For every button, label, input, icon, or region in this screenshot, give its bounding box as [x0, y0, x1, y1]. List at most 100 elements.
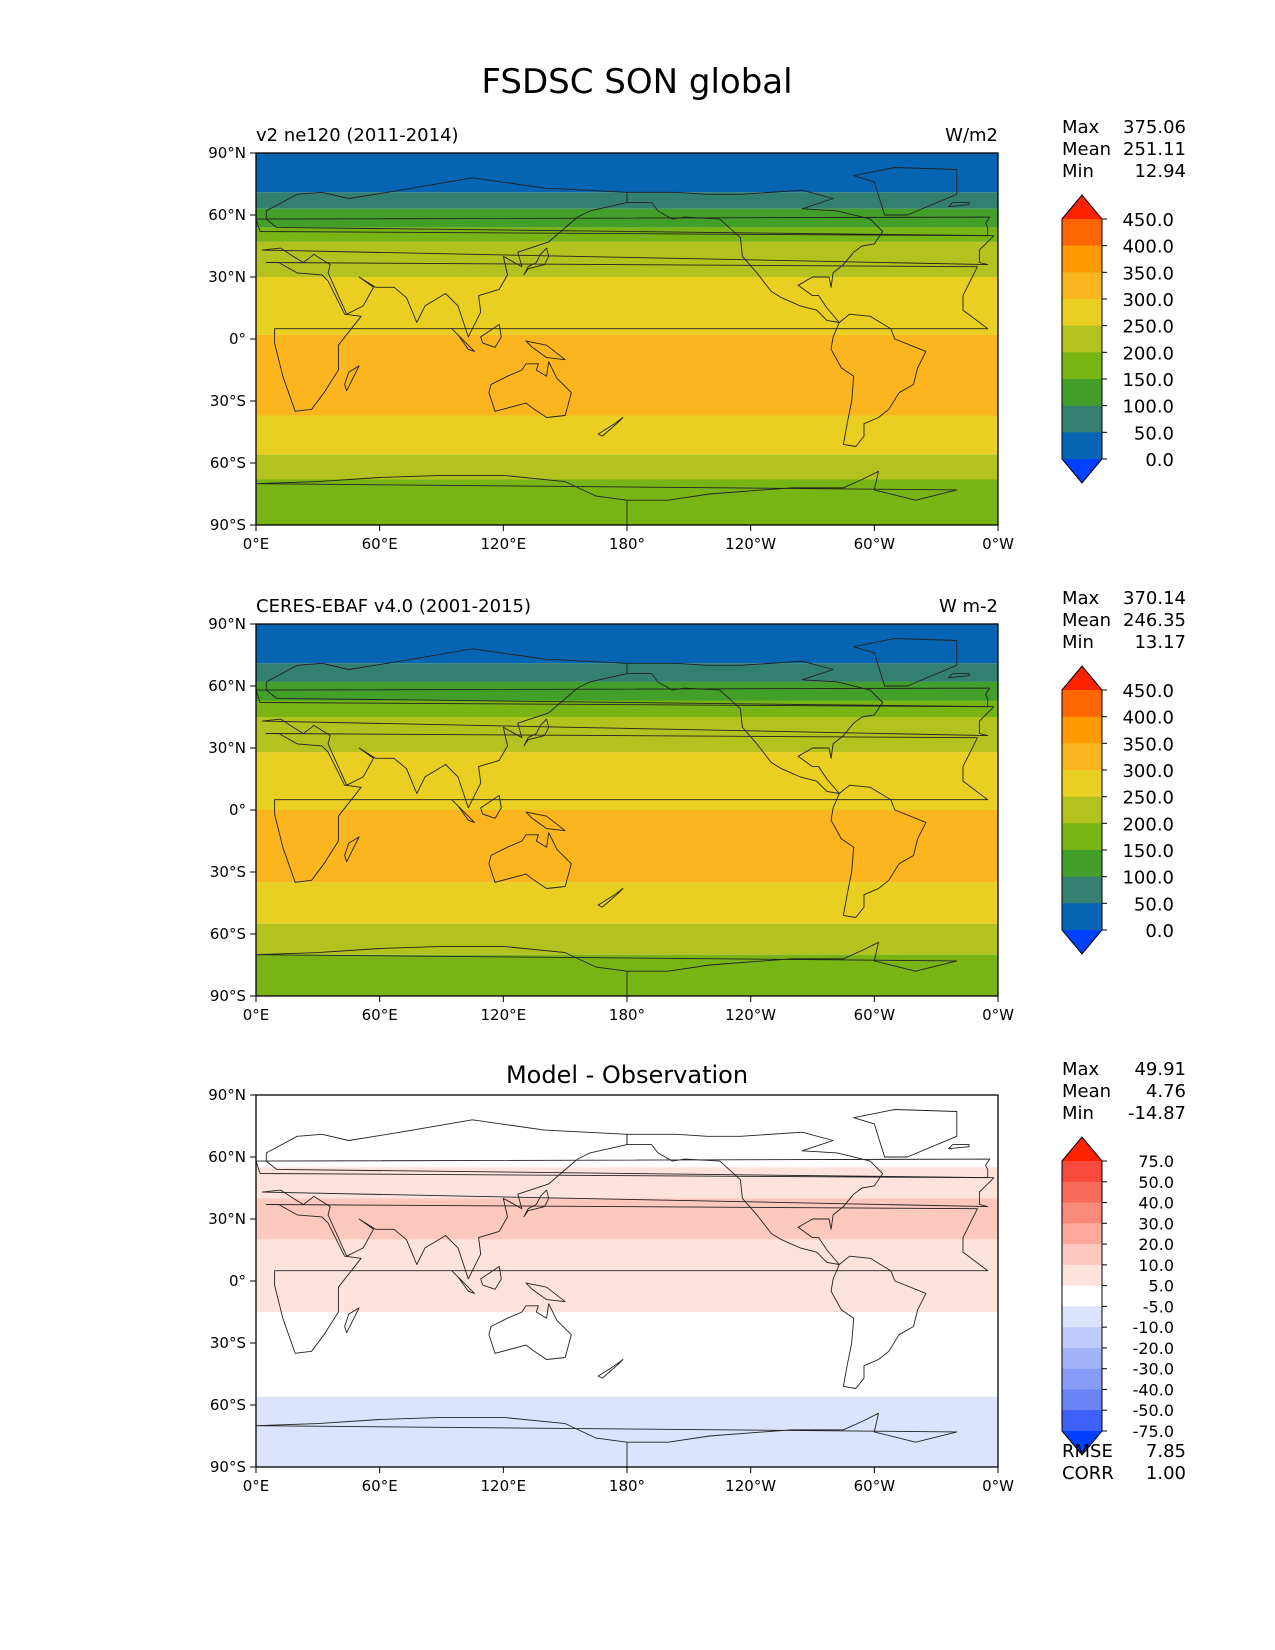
colorbar-extend-min	[1062, 1431, 1102, 1455]
colorbar-band	[1062, 272, 1102, 300]
map-panel-1: v2 ne120 (2011-2014) W/m2 90°N 60°N 30°N 0° 30…	[208, 117, 1186, 553]
panel-right-title: W/m2	[945, 125, 998, 146]
colorbar-tick-label: 400.0	[1122, 237, 1174, 258]
stat-label: Max	[1062, 1059, 1100, 1080]
stat-label: Min	[1062, 1103, 1094, 1124]
map-panel-2: CERES-EBAF v4.0 (2001-2015) W m-2 90°N 60°N…	[208, 588, 1186, 1024]
colorbar-tick-label: 150.0	[1122, 841, 1174, 862]
colorbar-extend-max	[1062, 666, 1102, 690]
stat-label: Max	[1062, 588, 1100, 609]
colorbar-tick-label: 200.0	[1122, 814, 1174, 835]
figure-title: FSDSC SON global	[481, 62, 792, 102]
colorbar-tick-label: 450.0	[1122, 210, 1174, 231]
lon-tick-label: 0°W	[982, 1477, 1014, 1495]
colorbar-band	[1062, 716, 1102, 744]
colorbar-band	[1062, 1264, 1102, 1287]
zonal-band-6	[256, 277, 998, 335]
stat-label: Max	[1062, 117, 1100, 138]
colorbar-tick-label: 350.0	[1122, 734, 1174, 755]
colorbar-tick-label: -20.0	[1133, 1339, 1174, 1358]
stat-value: 13.17	[1134, 632, 1186, 653]
lon-tick-label: 180°	[609, 1006, 645, 1024]
lon-tick-label: 60°W	[854, 1006, 896, 1024]
colorbar-band	[1062, 245, 1102, 273]
map-area	[255, 623, 999, 997]
colorbar-tick-label: 50.0	[1134, 894, 1174, 915]
colorbar-tick-label: 0.0	[1145, 921, 1174, 942]
map-panel-3: Model - Observation 90°N 60°N 30°N 0° 30°S 60°…	[208, 1059, 1186, 1495]
panel-left-title: v2 ne120 (2011-2014)	[256, 125, 459, 146]
lon-tick-label: 60°W	[854, 535, 896, 553]
colorbar-band	[1062, 903, 1102, 931]
lon-tick-label: 120°W	[725, 535, 776, 553]
colorbar-band	[1062, 379, 1102, 407]
colorbar-band	[1062, 743, 1102, 771]
colorbar-band	[1062, 1161, 1102, 1183]
stat-label: Min	[1062, 161, 1094, 182]
colorbar-tick-label: 10.0	[1138, 1256, 1174, 1275]
lon-tick-label: 0°W	[982, 1006, 1014, 1024]
stat-label: Mean	[1062, 139, 1111, 160]
lon-tick-label: 120°E	[481, 535, 527, 553]
colorbar-band	[1062, 1389, 1102, 1411]
colorbar-band	[1062, 690, 1102, 718]
colorbar-band	[1062, 1181, 1102, 1204]
lat-tick-label: 90°N	[208, 615, 246, 633]
colorbar: 450.0 400.0 350.0 300.0 250.0 200.0 150.0 100.0…	[1061, 665, 1174, 955]
zonal-band-7	[256, 334, 998, 416]
zonal-band-1	[256, 1095, 998, 1168]
colorbar-extend-min	[1062, 930, 1102, 954]
colorbar-tick-label: 30.0	[1138, 1214, 1174, 1233]
colorbar: 450.0 400.0 350.0 300.0 250.0 200.0 150.0 100.0…	[1061, 194, 1174, 484]
colorbar-tick-label: 250.0	[1122, 317, 1174, 338]
zonal-band-1	[256, 624, 998, 664]
colorbar-tick-label: 100.0	[1122, 868, 1174, 889]
lat-tick-label: 90°N	[208, 144, 246, 162]
stat-value: 4.76	[1146, 1081, 1186, 1102]
lon-tick-label: 0°E	[243, 1477, 270, 1495]
zonal-band-4	[256, 227, 998, 242]
lat-tick-label: 90°S	[210, 987, 246, 1005]
colorbar-tick-label: 150.0	[1122, 370, 1174, 391]
zonal-band-4	[256, 1239, 998, 1312]
lon-tick-label: 120°E	[481, 1006, 527, 1024]
stat-value: 251.11	[1123, 139, 1186, 160]
coastlines	[256, 1109, 998, 1467]
colorbar-tick-label: -50.0	[1133, 1401, 1174, 1420]
colorbar-band	[1062, 1306, 1102, 1328]
metric-label: CORR	[1062, 1463, 1114, 1484]
colorbar-extend-max	[1062, 195, 1102, 219]
colorbar-band	[1062, 1223, 1102, 1245]
lat-tick-label: 60°N	[208, 206, 246, 224]
lon-tick-label: 120°W	[725, 1006, 776, 1024]
lon-tick-label: 60°E	[362, 535, 398, 553]
stat-value: -14.87	[1128, 1103, 1186, 1124]
colorbar-tick-label: -40.0	[1133, 1380, 1174, 1399]
colorbar-band	[1062, 219, 1102, 247]
lat-tick-label: 60°S	[210, 925, 246, 943]
lat-tick-label: 0°	[229, 330, 246, 348]
lat-tick-label: 30°S	[210, 392, 246, 410]
coastlines	[256, 167, 998, 525]
colorbar-tick-label: 300.0	[1122, 761, 1174, 782]
colorbar-band	[1062, 1368, 1102, 1391]
coastlines	[256, 638, 998, 996]
colorbar-tick-label: 75.0	[1138, 1152, 1174, 1171]
lat-tick-label: 0°	[229, 1272, 246, 1290]
stat-value: 49.91	[1134, 1059, 1186, 1080]
lon-tick-label: 180°	[609, 535, 645, 553]
colorbar-tick-label: 350.0	[1122, 263, 1174, 284]
lat-tick-label: 30°N	[208, 739, 246, 757]
zonal-band-6	[256, 752, 998, 810]
zonal-band-8	[256, 882, 998, 924]
colorbar-band	[1062, 1410, 1102, 1432]
metric-value: 1.00	[1146, 1463, 1186, 1484]
colorbar-tick-label: 100.0	[1122, 397, 1174, 418]
colorbar-band	[1062, 352, 1102, 380]
colorbar-band	[1062, 1202, 1102, 1224]
lon-tick-label: 180°	[609, 1477, 645, 1495]
lat-tick-label: 60°N	[208, 1148, 246, 1166]
colorbar-band	[1062, 796, 1102, 824]
colorbar-band	[1062, 1347, 1102, 1370]
lon-tick-label: 60°W	[854, 1477, 896, 1495]
